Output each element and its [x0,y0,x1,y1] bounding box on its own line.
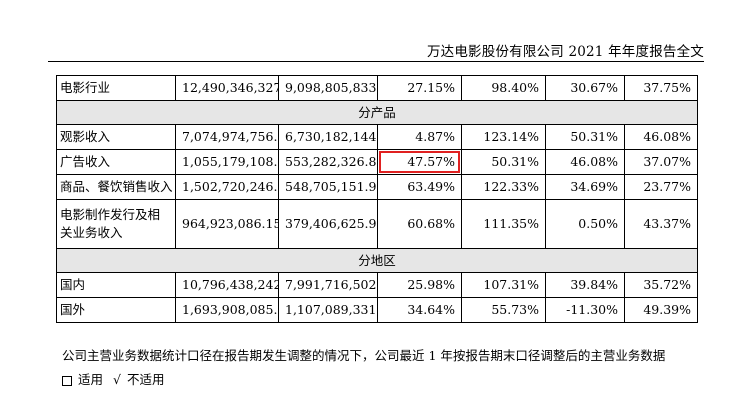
table-row: 观影收入7,074,974,756.176,730,182,144.714.87… [56,124,698,150]
table-cell: 6,730,182,144.71 [278,124,378,150]
table-cell: 49.39% [624,297,698,323]
table-cell: 37.75% [624,75,698,101]
table-cell: 50.31% [461,149,546,175]
section-row: 分地区 [56,248,698,273]
header-divider [48,61,704,62]
table-row: 电影行业12,490,346,327.799,098,805,833.4827.… [56,75,698,101]
row-label: 观影收入 [56,124,176,150]
table-cell: 123.14% [461,124,546,150]
table-cell: 47.57% [377,149,462,175]
table-cell: 34.69% [545,174,625,200]
row-label: 电影行业 [56,75,176,101]
table-row: 电影制作发行及相关业务收入 964,923,086.15 379,406,625.9… [56,199,698,249]
table-cell: 34.64% [377,297,462,323]
table-cell: 55.73% [461,297,546,323]
table-cell: 27.15% [377,75,462,101]
row-label: 广告收入 [56,149,176,175]
row-label: 国外 [56,297,176,323]
table-cell: 30.67% [545,75,625,101]
applicable-label: 适用 [78,372,104,387]
table-cell: 0.50% [545,199,625,249]
table-row: 国内10,796,438,242.767,991,716,502.3325.98… [56,272,698,298]
highlighted-value: 47.57% [407,154,455,169]
table-cell: 122.33% [461,174,546,200]
table-cell: 98.40% [461,75,546,101]
table-body: 电影行业12,490,346,327.799,098,805,833.4827.… [56,75,698,323]
table-cell: 7,991,716,502.33 [278,272,378,298]
table-cell: 39.84% [545,272,625,298]
table-cell: 35.72% [624,272,698,298]
table-cell: 63.49% [377,174,462,200]
table-cell: 43.37% [624,199,698,249]
row-label: 国内 [56,272,176,298]
table-cell: 1,693,908,085.03 [175,297,279,323]
table-row: 商品、餐饮销售收入1,502,720,246.79548,705,151.966… [56,174,698,200]
row-label: 商品、餐饮销售收入 [56,174,176,200]
table-cell: 46.08% [624,124,698,150]
table-cell: 548,705,151.96 [278,174,378,200]
table-cell: 46.08% [545,149,625,175]
adjustment-note: 公司主营业务数据统计口径在报告期发生调整的情况下，公司最近 1 年按报告期末口径… [62,348,666,363]
section-header: 分产品 [56,100,698,125]
table-cell: 25.98% [377,272,462,298]
business-data-table: 电影行业12,490,346,327.799,098,805,833.4827.… [56,75,698,323]
table-cell: 50.31% [545,124,625,150]
table-cell: 107.31% [461,272,546,298]
table-cell: 60.68% [377,199,462,249]
table-cell: 4.87% [377,124,462,150]
table-cell: 964,923,086.15 [175,199,279,249]
section-row: 分产品 [56,100,698,125]
table-cell: 1,055,179,108.33 [175,149,279,175]
table-cell: 23.77% [624,174,698,200]
table-cell: 12,490,346,327.79 [175,75,279,101]
checkmark-icon: √ [113,372,121,387]
table-cell: 1,107,089,331.15 [278,297,378,323]
table-cell: 111.35% [461,199,546,249]
table-cell: 553,282,326.85 [278,149,378,175]
table-cell: 7,074,974,756.17 [175,124,279,150]
section-header: 分地区 [56,248,698,273]
table-cell: -11.30% [545,297,625,323]
applicability-status: 适用 √ 不适用 [62,369,170,388]
row-label: 电影制作发行及相关业务收入 [56,199,176,249]
table-cell: 379,406,625.90 [278,199,378,249]
table-cell: 10,796,438,242.76 [175,272,279,298]
table-cell: 1,502,720,246.79 [175,174,279,200]
not-applicable-label: 不适用 [126,372,165,387]
table-row: 国外1,693,908,085.031,107,089,331.1534.64%… [56,297,698,323]
report-header-title: 万达电影股份有限公司 2021 年年度报告全文 [426,44,704,60]
checkbox-icon [62,375,72,386]
table-cell: 9,098,805,833.48 [278,75,378,101]
table-cell: 37.07% [624,149,698,175]
